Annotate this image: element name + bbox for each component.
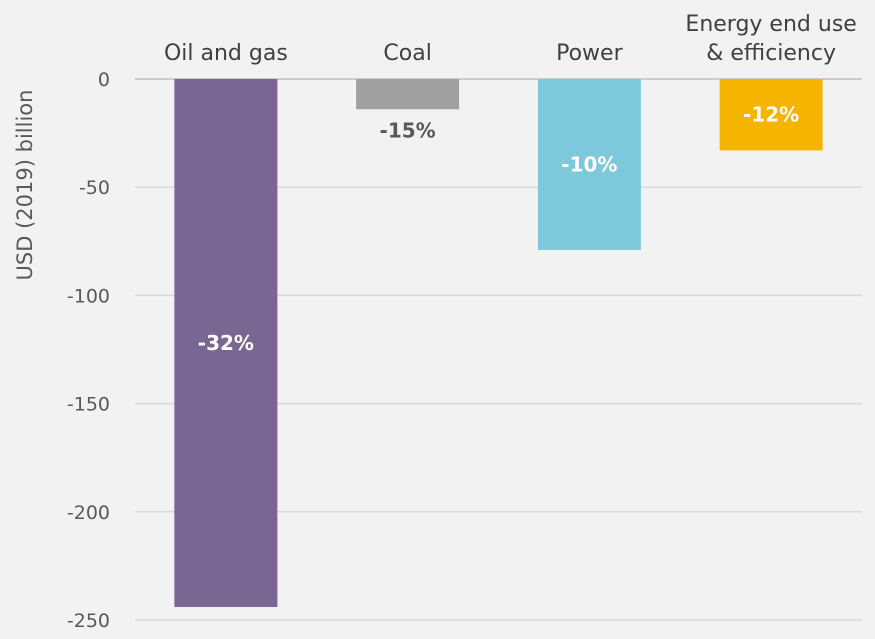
y-tick-label: 0 <box>98 69 110 91</box>
category-labels: Oil and gas Coal Power Energy end use & effi… <box>164 12 857 66</box>
y-axis-title: USD (2019) billion <box>13 90 37 281</box>
data-label: -12% <box>743 103 799 127</box>
y-tick-label: -100 <box>67 285 110 307</box>
bar <box>356 79 460 110</box>
y-tick-label: -50 <box>79 177 110 199</box>
data-label: -15% <box>380 118 436 142</box>
data-label: -32% <box>198 331 254 355</box>
y-tick-label: -250 <box>67 610 110 632</box>
bars <box>174 79 823 608</box>
data-label: -10% <box>561 152 617 176</box>
bar <box>719 79 823 151</box>
category-label: Coal <box>383 41 431 66</box>
category-label: Energy end use & efficiency <box>685 12 856 66</box>
y-tick-label: -150 <box>67 394 110 416</box>
data-labels: -32% -15% -10% -12% <box>198 103 799 355</box>
bar <box>537 79 641 250</box>
bar <box>174 79 278 608</box>
y-tick-label: -200 <box>67 502 110 524</box>
category-label: Oil and gas <box>164 41 288 66</box>
y-axis-tick-labels: 0 -50 -100 -150 -200 -250 <box>67 69 110 632</box>
category-label: Power <box>556 41 623 66</box>
